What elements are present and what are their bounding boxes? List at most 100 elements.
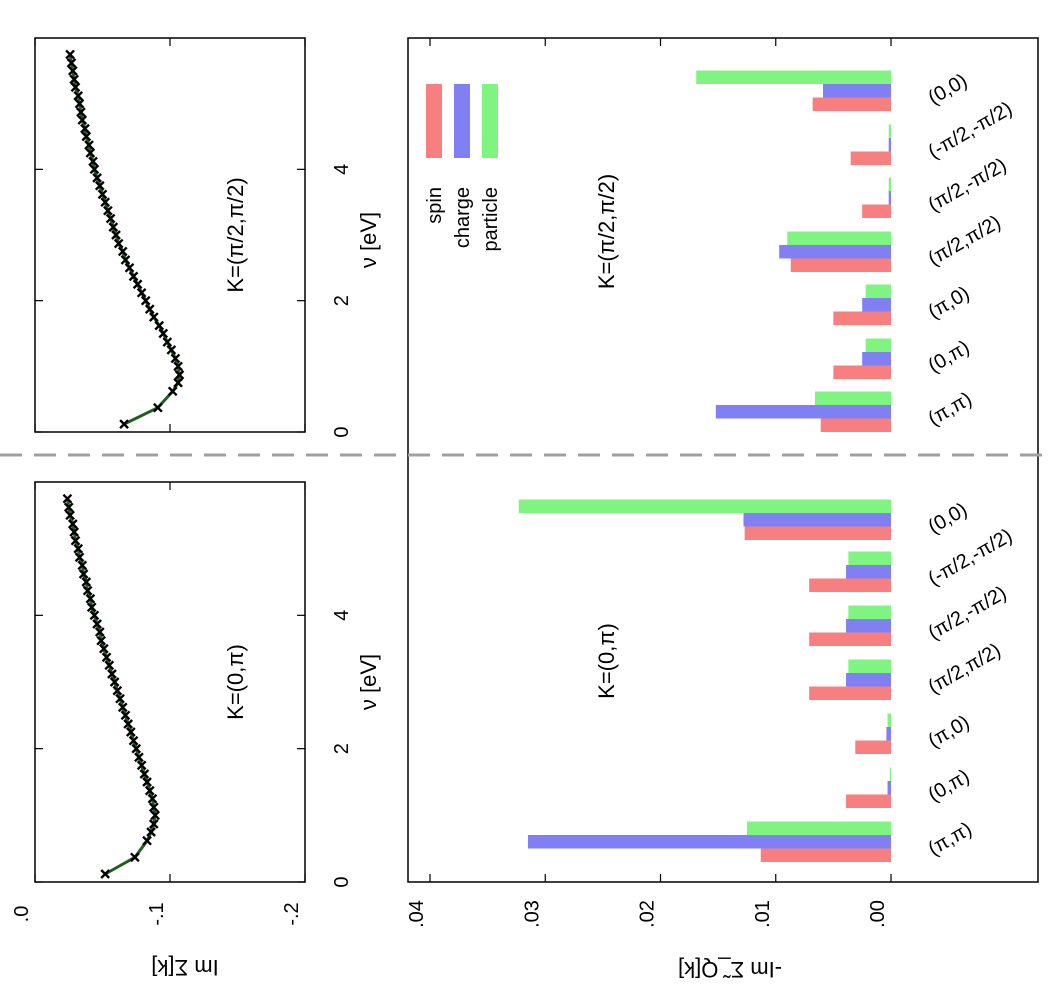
data-point — [97, 189, 108, 200]
data-point — [74, 552, 85, 563]
bar-charge — [846, 565, 891, 579]
x-tick-label: 0 — [331, 876, 353, 887]
data-point — [158, 328, 169, 339]
bar-particle — [865, 338, 891, 352]
category-label: (π,π) — [925, 818, 976, 860]
bar-particle — [848, 551, 891, 565]
data-point — [89, 610, 100, 621]
bar-particle — [814, 391, 891, 405]
data-point — [104, 660, 115, 671]
data-point — [70, 535, 81, 546]
data-point — [82, 585, 93, 596]
x-tick-label: 2 — [331, 295, 353, 306]
bar-spin — [760, 848, 891, 862]
value-tick-label: .02 — [637, 900, 659, 928]
bar-charge — [862, 298, 891, 312]
data-point — [148, 802, 159, 813]
data-point — [111, 230, 121, 240]
data-point — [166, 345, 177, 355]
top-left-xlabel: ν [eV] — [356, 654, 381, 710]
data-point — [84, 140, 94, 150]
data-point — [62, 493, 73, 504]
data-point — [76, 107, 86, 118]
bar-spin — [744, 526, 891, 540]
data-point — [117, 246, 128, 257]
data-point — [134, 752, 144, 763]
bar-charge — [846, 619, 891, 633]
bar-charge — [846, 673, 891, 687]
data-point — [173, 361, 183, 372]
bar-particle — [887, 713, 891, 727]
data-point — [162, 337, 173, 347]
data-point — [150, 810, 160, 821]
legend-swatch-charge — [454, 84, 470, 158]
top-ylabel: Im Σ[k] — [151, 955, 218, 980]
data-point — [136, 760, 147, 771]
top-left-plot: 0 2 4 .0 -.1 -.2 K=(0,π) — [11, 482, 353, 926]
data-point — [99, 643, 109, 654]
data-point — [107, 669, 117, 679]
bar-charge — [527, 835, 891, 849]
category-label: (π/2,π/2) — [925, 211, 1005, 270]
data-point — [63, 502, 74, 513]
value-tick-label: .03 — [521, 900, 543, 928]
data-point — [140, 295, 151, 306]
k-annotation: K=(π/2,π/2) — [223, 177, 248, 292]
legend-swatch-particle — [482, 84, 498, 158]
bar-particle — [848, 605, 891, 619]
data-point — [132, 279, 143, 290]
category-label: (π/2,-π/2) — [925, 154, 1011, 216]
data-point — [167, 386, 178, 397]
bar-particle — [696, 70, 891, 84]
data-point — [88, 156, 98, 167]
data-point — [108, 222, 119, 232]
data-point — [65, 510, 75, 521]
data-point — [77, 115, 88, 125]
data-point — [92, 173, 102, 183]
data-point — [128, 735, 139, 746]
value-tick-label: .00 — [867, 900, 889, 928]
data-point — [144, 304, 155, 315]
data-point — [73, 90, 84, 101]
bar-particle — [865, 284, 891, 298]
value-tick-label: .04 — [406, 900, 428, 928]
data-point — [67, 65, 78, 76]
data-point — [109, 677, 120, 687]
bar-particle — [888, 177, 891, 191]
data-point — [147, 793, 158, 804]
y-tick-label: -.2 — [281, 902, 303, 925]
data-point — [69, 527, 79, 537]
data-point — [130, 852, 140, 863]
bar-charge — [888, 191, 891, 205]
data-point — [117, 702, 128, 713]
category-label: (π,0) — [925, 711, 974, 752]
data-point — [77, 560, 88, 571]
data-point — [100, 197, 111, 208]
data-point — [103, 205, 113, 216]
data-point — [139, 769, 150, 779]
data-point — [66, 58, 77, 68]
bottom-bar-chart: .04.03.02.01.00(π,π)(0,π)(π,0)(π/2,π/2)(… — [406, 38, 1016, 928]
data-point — [119, 419, 129, 429]
data-point — [92, 619, 102, 629]
category-label: (0,0) — [925, 499, 972, 539]
data-point — [85, 148, 96, 158]
data-point — [170, 353, 181, 364]
category-label: (0,π) — [925, 336, 974, 377]
bar-charge — [779, 245, 891, 259]
data-point — [148, 819, 159, 829]
bar-charge — [862, 352, 891, 366]
bar-charge — [887, 781, 891, 795]
legend-swatch-spin — [426, 84, 442, 158]
bar-charge — [715, 405, 891, 419]
bar-particle — [889, 767, 891, 781]
bottom-plot-frame — [407, 37, 1039, 883]
bar-charge — [888, 138, 891, 152]
data-point — [73, 543, 84, 554]
bar-particle — [746, 821, 891, 835]
bar-spin — [833, 365, 891, 379]
data-point — [67, 519, 78, 529]
data-point — [94, 627, 105, 637]
bar-spin — [809, 578, 891, 592]
